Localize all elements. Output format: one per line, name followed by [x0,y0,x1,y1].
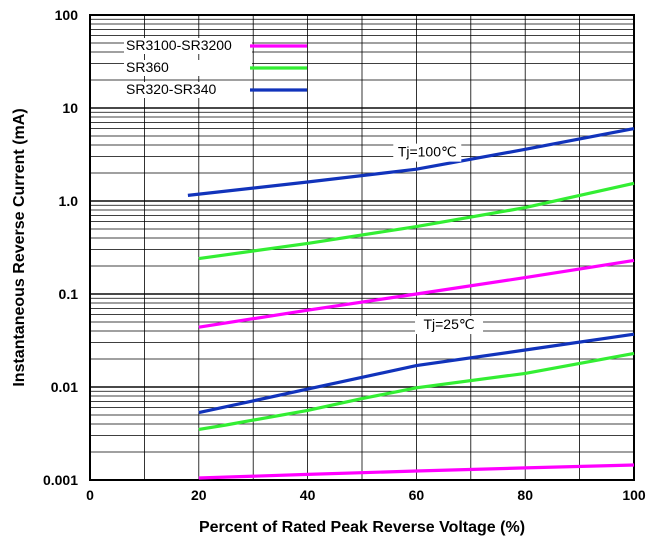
legend-label: SR3100-SR3200 [126,37,232,53]
y-tick-label: 0.01 [51,379,78,395]
series-line-1-tj25 [198,463,635,480]
legend-label: SR320-SR340 [126,81,216,97]
grid [90,15,634,480]
x-tick-label: 80 [517,487,533,503]
series-line-1-tj100 [198,258,635,329]
legend: SR3100-SR3200 SR360 SR320-SR340 [124,37,307,98]
annotation-label: Tj=25℃ [423,316,474,332]
legend-label-background [124,38,252,54]
legend-label-background [124,60,252,76]
series-line-2-tj100 [198,181,635,261]
x-tick-label: 60 [409,487,425,503]
x-tick-label: 100 [622,487,646,503]
y-tick-label: 100 [55,7,79,23]
x-tick-label: 40 [300,487,316,503]
y-tick-label: 0.1 [59,286,79,302]
x-axis-tick-labels: 0 20 40 60 80 100 [86,487,646,503]
legend-label-background [124,82,252,98]
series-line-3-tj100 [187,127,635,197]
y-tick-label: 0.001 [43,472,78,488]
annotation-background [415,316,484,335]
legend-label: SR360 [126,59,169,75]
series-line-2-tj25 [198,351,635,431]
annotation-label: Tj=100℃ [398,144,457,160]
x-axis-title: Percent of Rated Peak Reverse Voltage (%… [199,519,525,536]
y-tick-label: 10 [62,100,78,116]
x-tick-label: 0 [86,487,94,503]
series-line-3-tj25 [198,332,635,415]
y-axis-tick-labels: 0.001 0.01 0.1 1.0 10 100 [43,7,78,488]
annotations: Tj=100℃ Tj=25℃ [393,143,484,335]
annotation-background [393,143,462,162]
y-axis-title: Instantaneous Reverse Current (mA) [11,108,28,386]
x-tick-label: 20 [191,487,207,503]
series-lines [187,127,635,480]
y-tick-label: 1.0 [59,193,79,209]
plot-frame [89,14,635,481]
